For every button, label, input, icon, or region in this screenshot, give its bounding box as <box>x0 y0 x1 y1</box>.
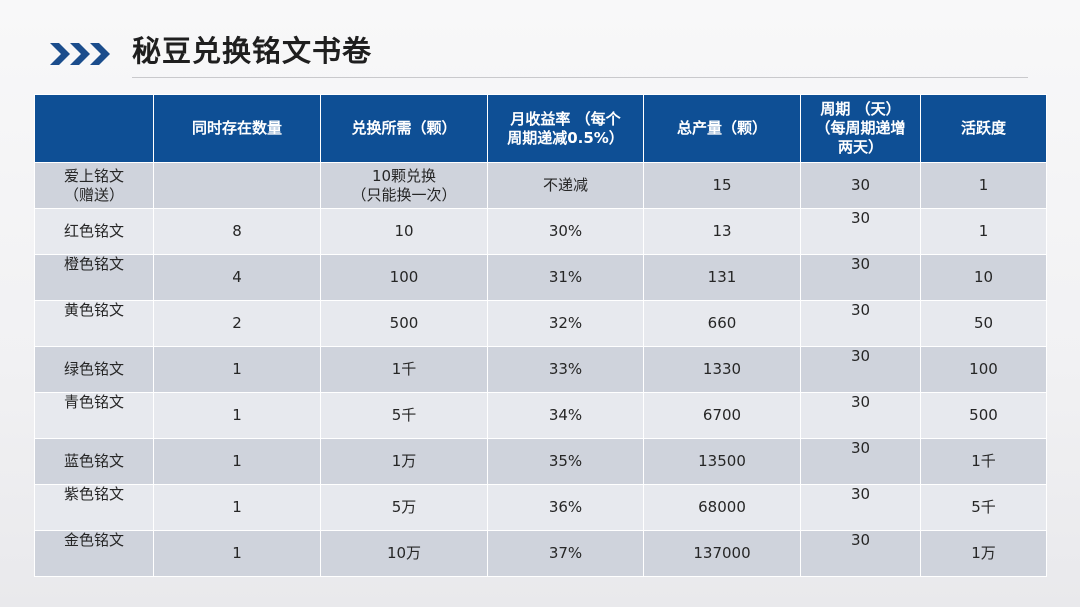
row-cycle-cell: 30 <box>800 208 921 255</box>
row-count-cell: 2 <box>153 300 321 347</box>
table-row: 金色铭文 1 10万 37% 137000 30 1万 <box>34 530 1047 577</box>
row-cycle-cell: 30 <box>800 392 921 439</box>
row-name-cell: 金色铭文 <box>34 530 154 577</box>
title-divider <box>132 77 1028 78</box>
row-cost-cell: 5千 <box>320 392 488 439</box>
row-total-cell: 68000 <box>643 484 801 531</box>
row-total-cell: 1330 <box>643 346 801 393</box>
row-count-cell: 1 <box>153 346 321 393</box>
inscription-table: 同时存在数量 兑换所需（颗） 月收益率 （每个 周期递减0.5%） 总产量（颗） … <box>34 94 1047 577</box>
row-count-cell: 1 <box>153 392 321 439</box>
row-name-cell: 黄色铭文 <box>34 300 154 347</box>
row-cost-cell: 500 <box>320 300 488 347</box>
table-row: 红色铭文 8 10 30% 13 30 1 <box>34 208 1047 255</box>
row-cost-cell: 1万 <box>320 438 488 485</box>
row-total-cell: 137000 <box>643 530 801 577</box>
row-name-cell: 橙色铭文 <box>34 254 154 301</box>
table-row: 绿色铭文 1 1千 33% 1330 30 100 <box>34 346 1047 393</box>
row-count-cell: 4 <box>153 254 321 301</box>
row-cost-cell: 10颗兑换 （只能换一次） <box>320 162 488 209</box>
header-cell-count: 同时存在数量 <box>153 94 321 163</box>
row-activity-cell: 500 <box>920 392 1047 439</box>
row-activity-cell: 100 <box>920 346 1047 393</box>
row-total-cell: 15 <box>643 162 801 209</box>
row-name-cell: 蓝色铭文 <box>34 438 154 485</box>
row-count-cell: 1 <box>153 484 321 531</box>
row-cycle-cell: 30 <box>800 300 921 347</box>
row-activity-cell: 50 <box>920 300 1047 347</box>
row-name-cell: 青色铭文 <box>34 392 154 439</box>
row-rate-cell: 32% <box>487 300 644 347</box>
row-activity-cell: 10 <box>920 254 1047 301</box>
table-row: 蓝色铭文 1 1万 35% 13500 30 1千 <box>34 438 1047 485</box>
row-count-cell <box>153 162 321 209</box>
table-row: 橙色铭文 4 100 31% 131 30 10 <box>34 254 1047 301</box>
row-rate-cell: 36% <box>487 484 644 531</box>
row-rate-cell: 33% <box>487 346 644 393</box>
row-cycle-cell: 30 <box>800 162 921 209</box>
row-cycle-cell: 30 <box>800 438 921 485</box>
header-cell-name <box>34 94 154 163</box>
table-header-row: 同时存在数量 兑换所需（颗） 月收益率 （每个 周期递减0.5%） 总产量（颗） … <box>34 94 1047 163</box>
header-cell-activity: 活跃度 <box>920 94 1047 163</box>
page-title: 秘豆兑换铭文书卷 <box>132 34 373 68</box>
row-activity-cell: 1 <box>920 208 1047 255</box>
row-activity-cell: 1万 <box>920 530 1047 577</box>
row-rate-cell: 37% <box>487 530 644 577</box>
row-total-cell: 660 <box>643 300 801 347</box>
header-cell-rate: 月收益率 （每个 周期递减0.5%） <box>487 94 644 163</box>
row-activity-cell: 1千 <box>920 438 1047 485</box>
row-cost-cell: 10万 <box>320 530 488 577</box>
row-rate-cell: 34% <box>487 392 644 439</box>
row-rate-cell: 不递减 <box>487 162 644 209</box>
row-count-cell: 1 <box>153 438 321 485</box>
header-cell-cost: 兑换所需（颗） <box>320 94 488 163</box>
row-total-cell: 13 <box>643 208 801 255</box>
row-name-cell: 红色铭文 <box>34 208 154 255</box>
header-cell-cycle: 周期 （天） （每周期递增 两天） <box>800 94 921 163</box>
row-cost-cell: 100 <box>320 254 488 301</box>
table-row: 青色铭文 1 5千 34% 6700 30 500 <box>34 392 1047 439</box>
row-cycle-cell: 30 <box>800 254 921 301</box>
table-row: 紫色铭文 1 5万 36% 68000 30 5千 <box>34 484 1047 531</box>
row-cycle-cell: 30 <box>800 346 921 393</box>
row-count-cell: 8 <box>153 208 321 255</box>
row-total-cell: 13500 <box>643 438 801 485</box>
row-name-cell: 爱上铭文 （赠送） <box>34 162 154 209</box>
row-cost-cell: 1千 <box>320 346 488 393</box>
row-name-cell: 紫色铭文 <box>34 484 154 531</box>
row-rate-cell: 30% <box>487 208 644 255</box>
row-cost-cell: 10 <box>320 208 488 255</box>
triple-chevron-right-icon <box>50 43 110 65</box>
table-row: 爱上铭文 （赠送） 10颗兑换 （只能换一次） 不递减 15 30 1 <box>34 162 1047 209</box>
row-cycle-cell: 30 <box>800 530 921 577</box>
row-activity-cell: 1 <box>920 162 1047 209</box>
row-cost-cell: 5万 <box>320 484 488 531</box>
row-total-cell: 6700 <box>643 392 801 439</box>
row-cycle-cell: 30 <box>800 484 921 531</box>
table-row: 黄色铭文 2 500 32% 660 30 50 <box>34 300 1047 347</box>
row-activity-cell: 5千 <box>920 484 1047 531</box>
row-name-cell: 绿色铭文 <box>34 346 154 393</box>
row-total-cell: 131 <box>643 254 801 301</box>
row-count-cell: 1 <box>153 530 321 577</box>
row-rate-cell: 31% <box>487 254 644 301</box>
row-rate-cell: 35% <box>487 438 644 485</box>
header-cell-total: 总产量（颗） <box>643 94 801 163</box>
